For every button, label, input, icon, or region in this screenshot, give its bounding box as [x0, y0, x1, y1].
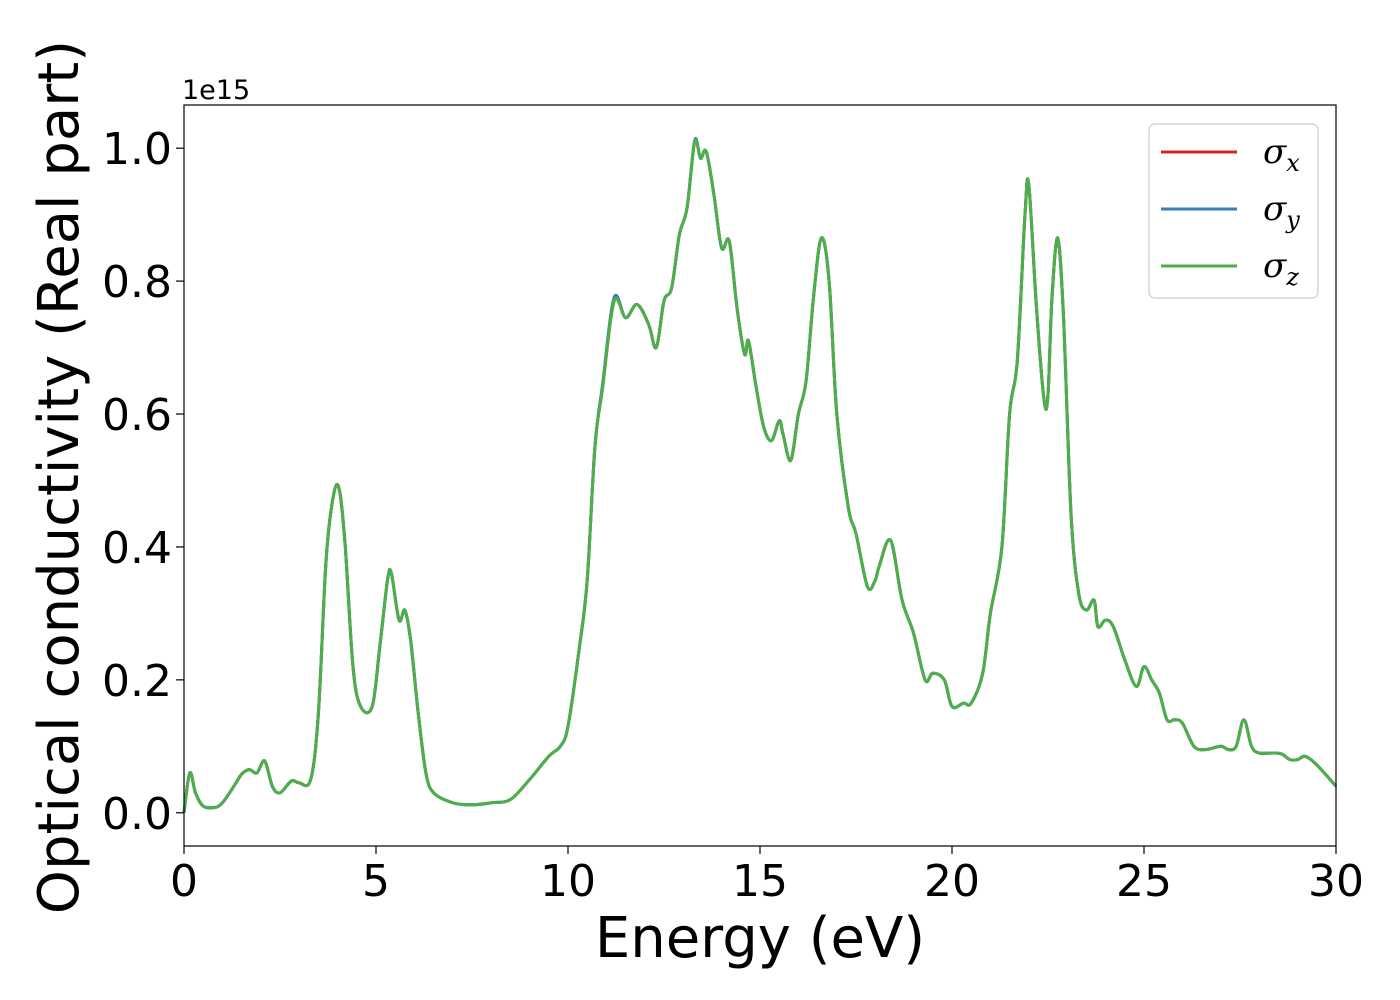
x-tick-label: 5 [362, 856, 390, 907]
legend: σx σy σz [1148, 123, 1319, 299]
y-tick-label: 0.8 [102, 257, 172, 308]
series-line-3 [182, 138, 1338, 814]
x-tick-label: 30 [1308, 856, 1364, 907]
x-tick-label: 15 [732, 856, 788, 907]
y-tick-label: 0.6 [102, 390, 172, 441]
x-tick-label: 25 [1116, 856, 1172, 907]
x-tick-label: 10 [540, 856, 596, 907]
y-tick-label: 0.2 [102, 656, 172, 707]
legend-label-y: σy [1263, 189, 1300, 234]
series-lines [182, 137, 1338, 814]
legend-box [1148, 123, 1319, 299]
x-axis-ticks: 0 5 10 15 20 25 30 [170, 846, 1364, 907]
y-offset-label: 1e15 [182, 75, 250, 106]
y-axis-ticks: 0.0 0.2 0.4 0.6 0.8 1.0 [102, 124, 184, 840]
x-tick-label: 0 [170, 856, 198, 907]
legend-label-x: σx [1263, 132, 1300, 177]
x-axis-label: Energy (eV) [595, 906, 925, 971]
y-tick-label: 0.4 [102, 523, 172, 574]
y-tick-label: 1.0 [102, 124, 172, 175]
x-tick-label: 20 [924, 856, 980, 907]
y-tick-label: 0.0 [102, 789, 172, 840]
legend-items: σx σy σz [1161, 132, 1300, 291]
legend-label-z: σz [1263, 246, 1299, 291]
y-axis-label: Optical conductivity (Real part) [27, 40, 92, 914]
